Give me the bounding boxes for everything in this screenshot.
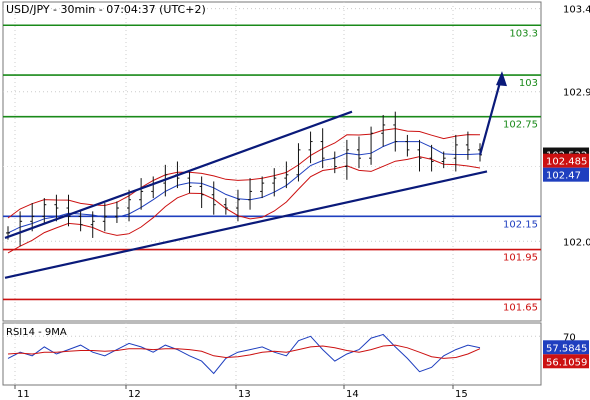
rsi-badge: 56.1059 xyxy=(543,354,589,369)
y-tick-label: 102.9 xyxy=(563,88,590,99)
x-tick-label: 12 xyxy=(128,389,141,400)
level-label: 103.3 xyxy=(509,28,538,39)
rsi-badge: 57.5845 xyxy=(543,340,589,355)
rsi-badge-text: 56.1059 xyxy=(546,357,587,368)
x-tick-label: 14 xyxy=(346,389,359,400)
rsi-series-line xyxy=(7,333,481,375)
channel-upper-line xyxy=(4,110,353,239)
upper-band xyxy=(7,128,481,219)
level-label: 103 xyxy=(519,78,538,89)
forecast-arrow xyxy=(478,74,504,156)
indicator-badge-bg xyxy=(543,153,589,168)
trend-channel xyxy=(4,71,507,279)
chart-title: USD/JPY - 30min - 07:04:37 (UTC+2) xyxy=(6,3,206,16)
price-panel-frame xyxy=(2,1,542,322)
indicator-badge: 102.485 xyxy=(543,153,589,168)
rsi-panel-frame xyxy=(2,322,542,386)
support-resistance-levels: 103.3 103 102.75 102.15 101.95 101.65 xyxy=(3,24,541,313)
y-tick-label: 103.4 xyxy=(563,5,590,16)
indicator-badge-text: 102.47 xyxy=(546,171,581,182)
rsi-badge-text: 57.5845 xyxy=(546,343,587,354)
indicator-badge-text: 102.485 xyxy=(546,157,587,168)
level-label: 101.65 xyxy=(503,302,538,313)
rsi-badge-bg xyxy=(543,354,589,369)
level-label: 102.15 xyxy=(503,219,538,230)
rsi-series-line xyxy=(7,344,481,359)
level-label: 102.75 xyxy=(503,120,538,131)
x-tick-label: 15 xyxy=(455,389,468,400)
moving-average xyxy=(7,141,481,234)
rsi-title: RSI14 - 9MA xyxy=(6,327,67,338)
rsi-y-tick-label: 70 xyxy=(563,332,576,343)
candles xyxy=(6,111,482,247)
y-tick-label: 102.0 xyxy=(563,237,590,248)
rsi-panel xyxy=(3,333,541,375)
indicator-badge: 102.47 xyxy=(543,167,589,182)
bollinger-bands xyxy=(7,128,481,254)
axes: 103.4102.9102.0102.522102.485102.477057.… xyxy=(14,5,590,400)
indicator-badge-bg xyxy=(543,167,589,182)
level-label: 101.95 xyxy=(503,253,538,264)
channel-lower-line xyxy=(4,170,488,279)
lower-band xyxy=(7,156,481,254)
x-tick-label: 13 xyxy=(238,389,251,400)
x-tick-label: 11 xyxy=(17,389,30,400)
forecast-arrowhead xyxy=(496,71,507,87)
rsi-badge-bg xyxy=(543,340,589,355)
